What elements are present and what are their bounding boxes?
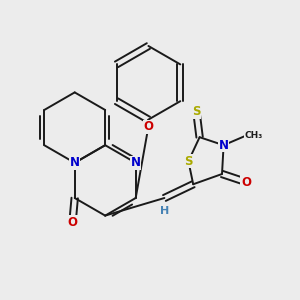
Text: O: O: [68, 215, 77, 229]
Text: H: H: [160, 206, 169, 216]
Text: O: O: [241, 176, 251, 188]
Text: O: O: [143, 120, 153, 133]
Text: N: N: [131, 156, 141, 169]
Text: S: S: [192, 105, 201, 118]
Text: N: N: [70, 156, 80, 169]
Text: CH₃: CH₃: [245, 131, 263, 140]
Text: S: S: [184, 155, 193, 168]
Text: N: N: [219, 139, 229, 152]
